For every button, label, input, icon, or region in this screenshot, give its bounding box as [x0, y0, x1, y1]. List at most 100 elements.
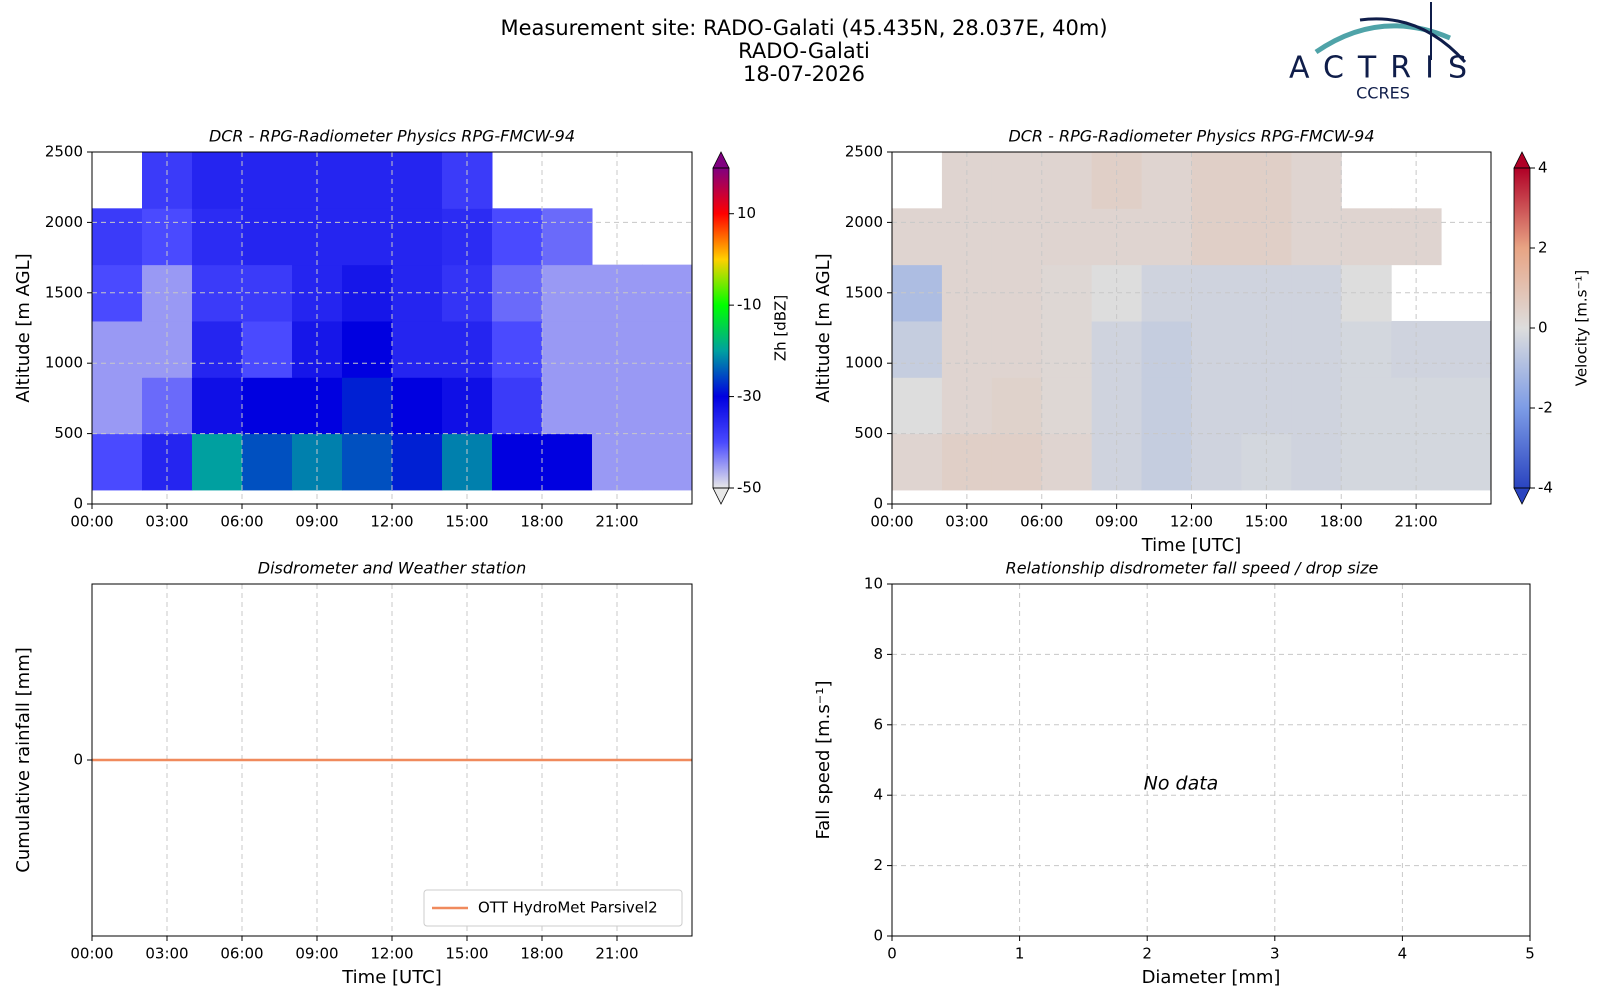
heatmap-cell [892, 433, 943, 491]
heatmap-cell [1441, 320, 1491, 378]
y-axis-label: Altitude [m AGL] [13, 253, 34, 402]
colorbar-tick-label: -4 [1538, 479, 1553, 497]
heatmap-cell [892, 208, 943, 266]
x-tick-label: 03:00 [145, 513, 188, 531]
y-axis-label: Cumulative rainfall [mm] [13, 647, 34, 873]
heatmap-cell [392, 377, 443, 435]
x-tick-label: 0 [887, 945, 897, 963]
heatmap-cell [1041, 320, 1093, 378]
heatmap-cell [492, 377, 543, 435]
colorbar-extend [1513, 151, 1531, 169]
annotation: No data [1144, 773, 1219, 795]
heatmap-cell [642, 264, 692, 322]
title-line: 18-07-2026 [743, 62, 865, 86]
colorbar-tick-label: 0 [1538, 319, 1548, 337]
title-line: RADO-Galati [738, 39, 870, 63]
y-tick-label: 2500 [845, 143, 883, 161]
x-tick-label: 00:00 [70, 945, 113, 963]
y-tick-label: 10 [864, 575, 883, 593]
heatmap-cell [92, 208, 143, 266]
colorbar-tick-label: -30 [737, 387, 762, 405]
colorbar-extend [712, 487, 730, 505]
heatmap-cell [1291, 152, 1342, 209]
x-tick-label: 00:00 [70, 513, 113, 531]
heatmap-cell [392, 152, 443, 209]
x-tick-label: 15:00 [1245, 513, 1288, 531]
logo-text: ACTRIS [1289, 51, 1481, 86]
heatmap-cell [991, 320, 1043, 378]
x-tick-label: 06:00 [1020, 513, 1063, 531]
legend-label: OTT HydroMet Parsivel2 [478, 899, 658, 917]
title-line: Measurement site: RADO-Galati (45.435N, … [500, 16, 1107, 40]
x-tick-label: 09:00 [295, 945, 338, 963]
heatmap-cell [392, 433, 443, 491]
heatmap-cell [1341, 208, 1392, 266]
heatmap-cell [1341, 377, 1392, 435]
x-axis-label: Time [UTC] [341, 967, 442, 988]
colorbar-label: Velocity [m.s⁻¹] [1573, 270, 1591, 386]
colorbar-extend [1513, 487, 1531, 505]
y-axis-label: Fall speed [m.s⁻¹] [813, 681, 834, 840]
x-tick-label: 5 [1525, 945, 1535, 963]
heatmap-cell [342, 433, 393, 491]
heatmap-cell [1441, 377, 1491, 435]
x-tick-label: 15:00 [445, 513, 488, 531]
heatmap-cell [1141, 377, 1192, 435]
heatmap-cell [192, 208, 243, 266]
x-tick-label: 12:00 [370, 945, 413, 963]
panel: -4 -2 0 2 4 Velocity [m.s⁻¹] 00:00 03:00 06:00 09… [813, 127, 1591, 557]
x-tick-label: 00:00 [870, 513, 913, 531]
heatmap-cell [242, 152, 293, 209]
colorbar-extend [712, 151, 730, 169]
y-tick-label: 2000 [845, 213, 883, 231]
y-axis-label: Altitude [m AGL] [813, 253, 834, 402]
x-tick-label: 21:00 [595, 945, 638, 963]
heatmap-cell [342, 152, 393, 209]
y-tick-label: 2500 [45, 143, 83, 161]
legend-box [423, 889, 683, 927]
y-tick-label: 8 [873, 645, 883, 663]
heatmap-cell [1291, 320, 1342, 378]
x-tick-label: 12:00 [1170, 513, 1213, 531]
heatmap-cell [492, 433, 543, 491]
heatmap-cell [492, 208, 543, 266]
heatmap-cell [342, 377, 393, 435]
y-tick-label: 2000 [45, 213, 83, 231]
heatmap-cell [242, 433, 293, 491]
heatmap-cell [1441, 433, 1491, 491]
heatmap-cell [892, 320, 943, 378]
heatmap-cell [542, 208, 593, 266]
heatmap-cell [192, 320, 243, 378]
x-tick-label: 21:00 [1395, 513, 1438, 531]
heatmap-cell [192, 433, 243, 491]
heatmap-cell [1191, 152, 1242, 209]
heatmap-cell [1341, 433, 1392, 491]
x-tick-label: 3 [1270, 945, 1280, 963]
heatmap-cell [442, 264, 493, 322]
x-tick-label: 2 [1142, 945, 1152, 963]
axes-title: Disdrometer and Weather station [258, 559, 526, 578]
x-axis-label: Diameter [mm] [1142, 967, 1281, 988]
heatmap-cell [1141, 433, 1192, 491]
logo-arc [1314, 23, 1451, 55]
colorbar-tick-label: -10 [737, 296, 762, 314]
heatmap-cell [542, 377, 593, 435]
y-tick-label: 1000 [845, 354, 883, 372]
heatmap-cell [192, 152, 243, 209]
heatmap-cell [892, 264, 943, 322]
heatmap-cells [892, 152, 1491, 491]
axes-frame [891, 583, 1531, 937]
heatmap-cell [92, 264, 143, 322]
heatmap-cell [1141, 208, 1192, 266]
heatmap-cell [1191, 377, 1242, 435]
heatmap-cell [342, 320, 393, 378]
heatmap-cell [92, 320, 143, 378]
y-tick-label: 1500 [845, 283, 883, 301]
y-tick-label: 4 [873, 786, 883, 804]
x-tick-label: 4 [1398, 945, 1408, 963]
x-tick-label: 15:00 [445, 945, 488, 963]
y-tick-label: 1500 [45, 283, 83, 301]
logo: ACTRIS CCRES [1289, 2, 1481, 103]
